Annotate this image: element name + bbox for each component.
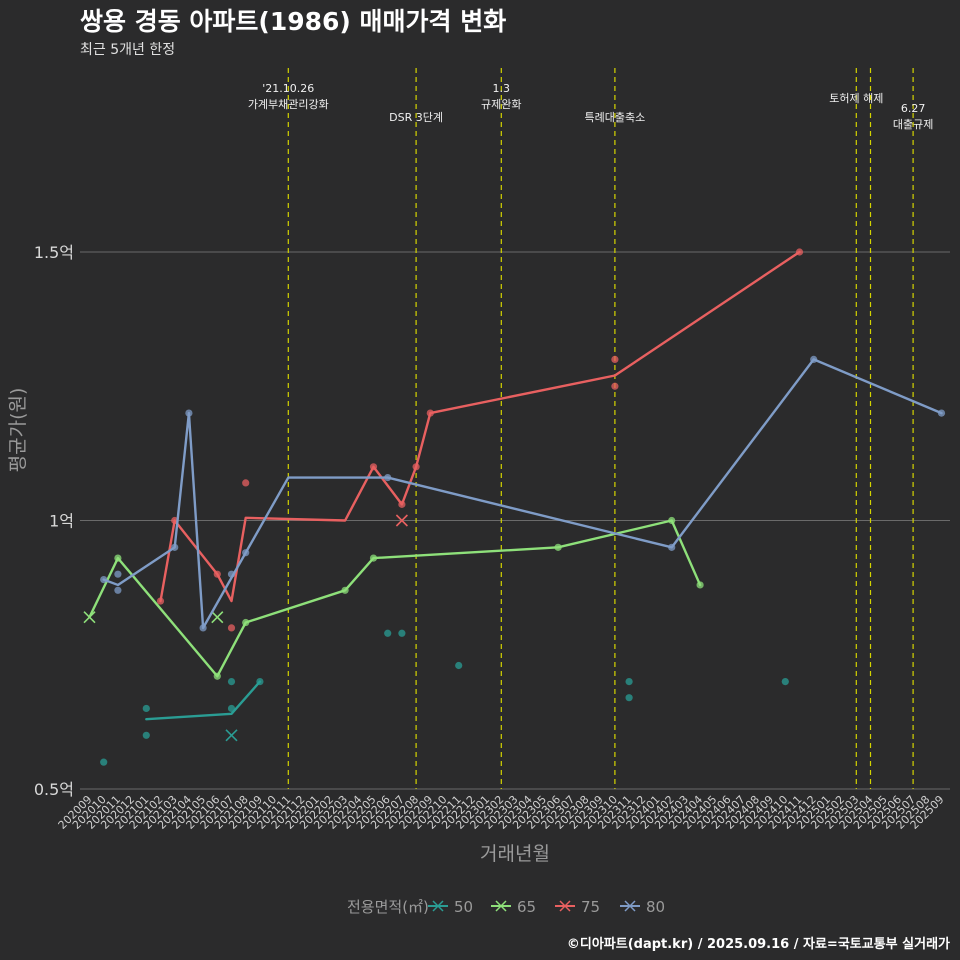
data-point [199,624,207,632]
series-line-50 [145,680,262,721]
data-point [114,554,122,562]
data-point [213,672,221,680]
data-point [227,624,236,632]
legend-label: 65 [517,898,536,916]
data-point [398,500,406,508]
data-point [781,678,789,686]
event-label: 토허제 해제 [829,91,883,105]
cancelled-mark [83,611,96,624]
y-tick-label: 0.5억 [34,780,74,799]
data-point [611,382,619,390]
data-point [369,554,378,562]
data-point [227,570,236,578]
event-label: '21.10.26 [262,82,314,95]
data-point [426,409,434,417]
data-point [668,516,676,525]
data-point [242,479,250,487]
data-point [668,543,676,551]
data-point [227,704,236,713]
data-point [171,543,179,551]
legend-key-x [432,900,444,912]
data-point [227,678,236,686]
series-layer [83,248,946,766]
gridlines [80,251,950,790]
event-label: 6.27 [901,102,926,115]
legend-entry-65: 65 [491,898,536,916]
data-point [937,409,946,417]
event-label: 특례대출축소 [585,111,646,124]
legend-key-x [624,900,636,912]
data-point [384,629,392,637]
legend-entry-80: 80 [620,898,665,916]
data-point [412,463,420,471]
data-point [554,543,562,551]
data-point [242,549,250,557]
data-point [185,409,193,417]
series-75 [156,248,804,632]
legend-title: 전용면적(㎡) [347,898,429,916]
data-point [795,248,804,256]
legend-label: 75 [581,898,600,916]
data-point [114,570,122,578]
cancelled-mark [211,611,224,624]
legend-label: 80 [646,898,665,916]
legend-label: 50 [454,898,473,916]
data-point [156,597,165,605]
legend-key-x [559,900,571,912]
chart-subtitle: 최근 5개년 한정 [80,42,175,58]
legend-entry-75: 75 [555,898,600,916]
series-line-80 [102,358,943,630]
data-point [455,661,463,670]
event-label: 가계부채관리강화 [248,98,329,111]
data-point [100,575,108,584]
series-65 [83,516,704,680]
data-point [384,473,392,482]
data-point [114,586,122,594]
data-point [810,355,818,363]
y-tick-label: 1억 [49,512,74,531]
cancelled-mark [225,729,238,742]
y-tick-label: 1.5억 [34,243,74,262]
series-50 [100,629,789,766]
y-axis-title: 평균가(원) [7,388,29,473]
series-80 [100,355,946,632]
data-point [625,678,633,686]
chart-title: 쌍용 경동 아파트(1986) 매매가격 변화 [80,7,506,36]
data-point [625,694,633,702]
data-point [242,618,250,627]
event-label: 대출규제 [893,118,933,131]
x-tick-labels: 2020092020102020112020122021012021022021… [56,793,947,832]
legend-key-x [495,900,507,912]
data-point [611,355,619,363]
series-line-75 [159,250,801,603]
y-tick-labels: 0.5억 1억 1.5억 [34,243,74,799]
data-point [100,758,108,766]
cancelled-mark [395,514,408,527]
data-point [341,586,349,594]
source-caption: ©디아파트(dapt.kr) / 2025.09.16 / 자료=국토교통부 실… [567,936,950,952]
data-point [369,463,378,471]
event-label: 규제완화 [481,98,521,111]
legend-entry-50: 50 [428,898,473,916]
data-point [256,678,264,686]
data-point [398,629,406,637]
series-line-65 [88,519,702,678]
x-axis-title: 거래년월 [480,843,550,865]
event-label: DSR 3단계 [389,111,443,124]
event-label: 1.3 [493,82,511,95]
data-point [142,731,150,739]
data-point [696,581,704,589]
data-point [142,704,150,713]
legend: 전용면적(㎡) 50 65 75 80 [347,898,665,916]
data-point [213,570,221,578]
